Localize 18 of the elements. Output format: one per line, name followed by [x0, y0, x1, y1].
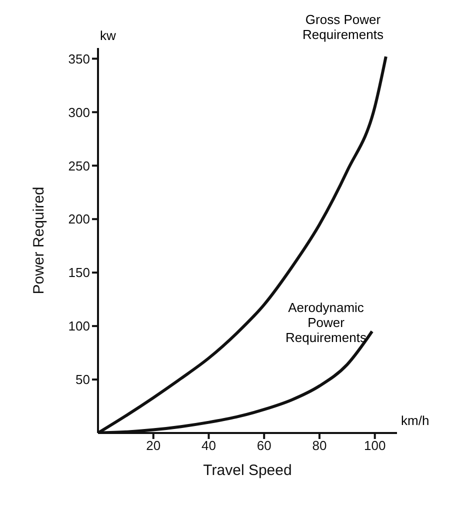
y-tick-label: 100 [68, 318, 90, 334]
y-tick-label: 250 [68, 158, 90, 174]
y-tick-label: 50 [76, 372, 90, 388]
y-tick-label: 150 [68, 265, 90, 280]
x-tick-label: 80 [312, 438, 327, 454]
text: kw [100, 28, 116, 43]
y-tick-label: 300 [68, 104, 90, 120]
y-tick-label: 200 [68, 212, 90, 227]
x-tick-label: 40 [202, 438, 216, 454]
annotation: Aerodynamic Power Requirements [284, 300, 368, 345]
x-tick-label: 60 [256, 438, 272, 454]
y-axis-title: Power Required [30, 186, 48, 294]
x-tick-label: 20 [146, 438, 161, 454]
text: km/h [401, 413, 430, 428]
x-tick-label: 100 [364, 438, 386, 454]
y-tick-label: 350 [68, 51, 90, 66]
text: Gross Power Requirements [302, 12, 384, 42]
x-axis-title: Travel Speed [203, 462, 292, 479]
